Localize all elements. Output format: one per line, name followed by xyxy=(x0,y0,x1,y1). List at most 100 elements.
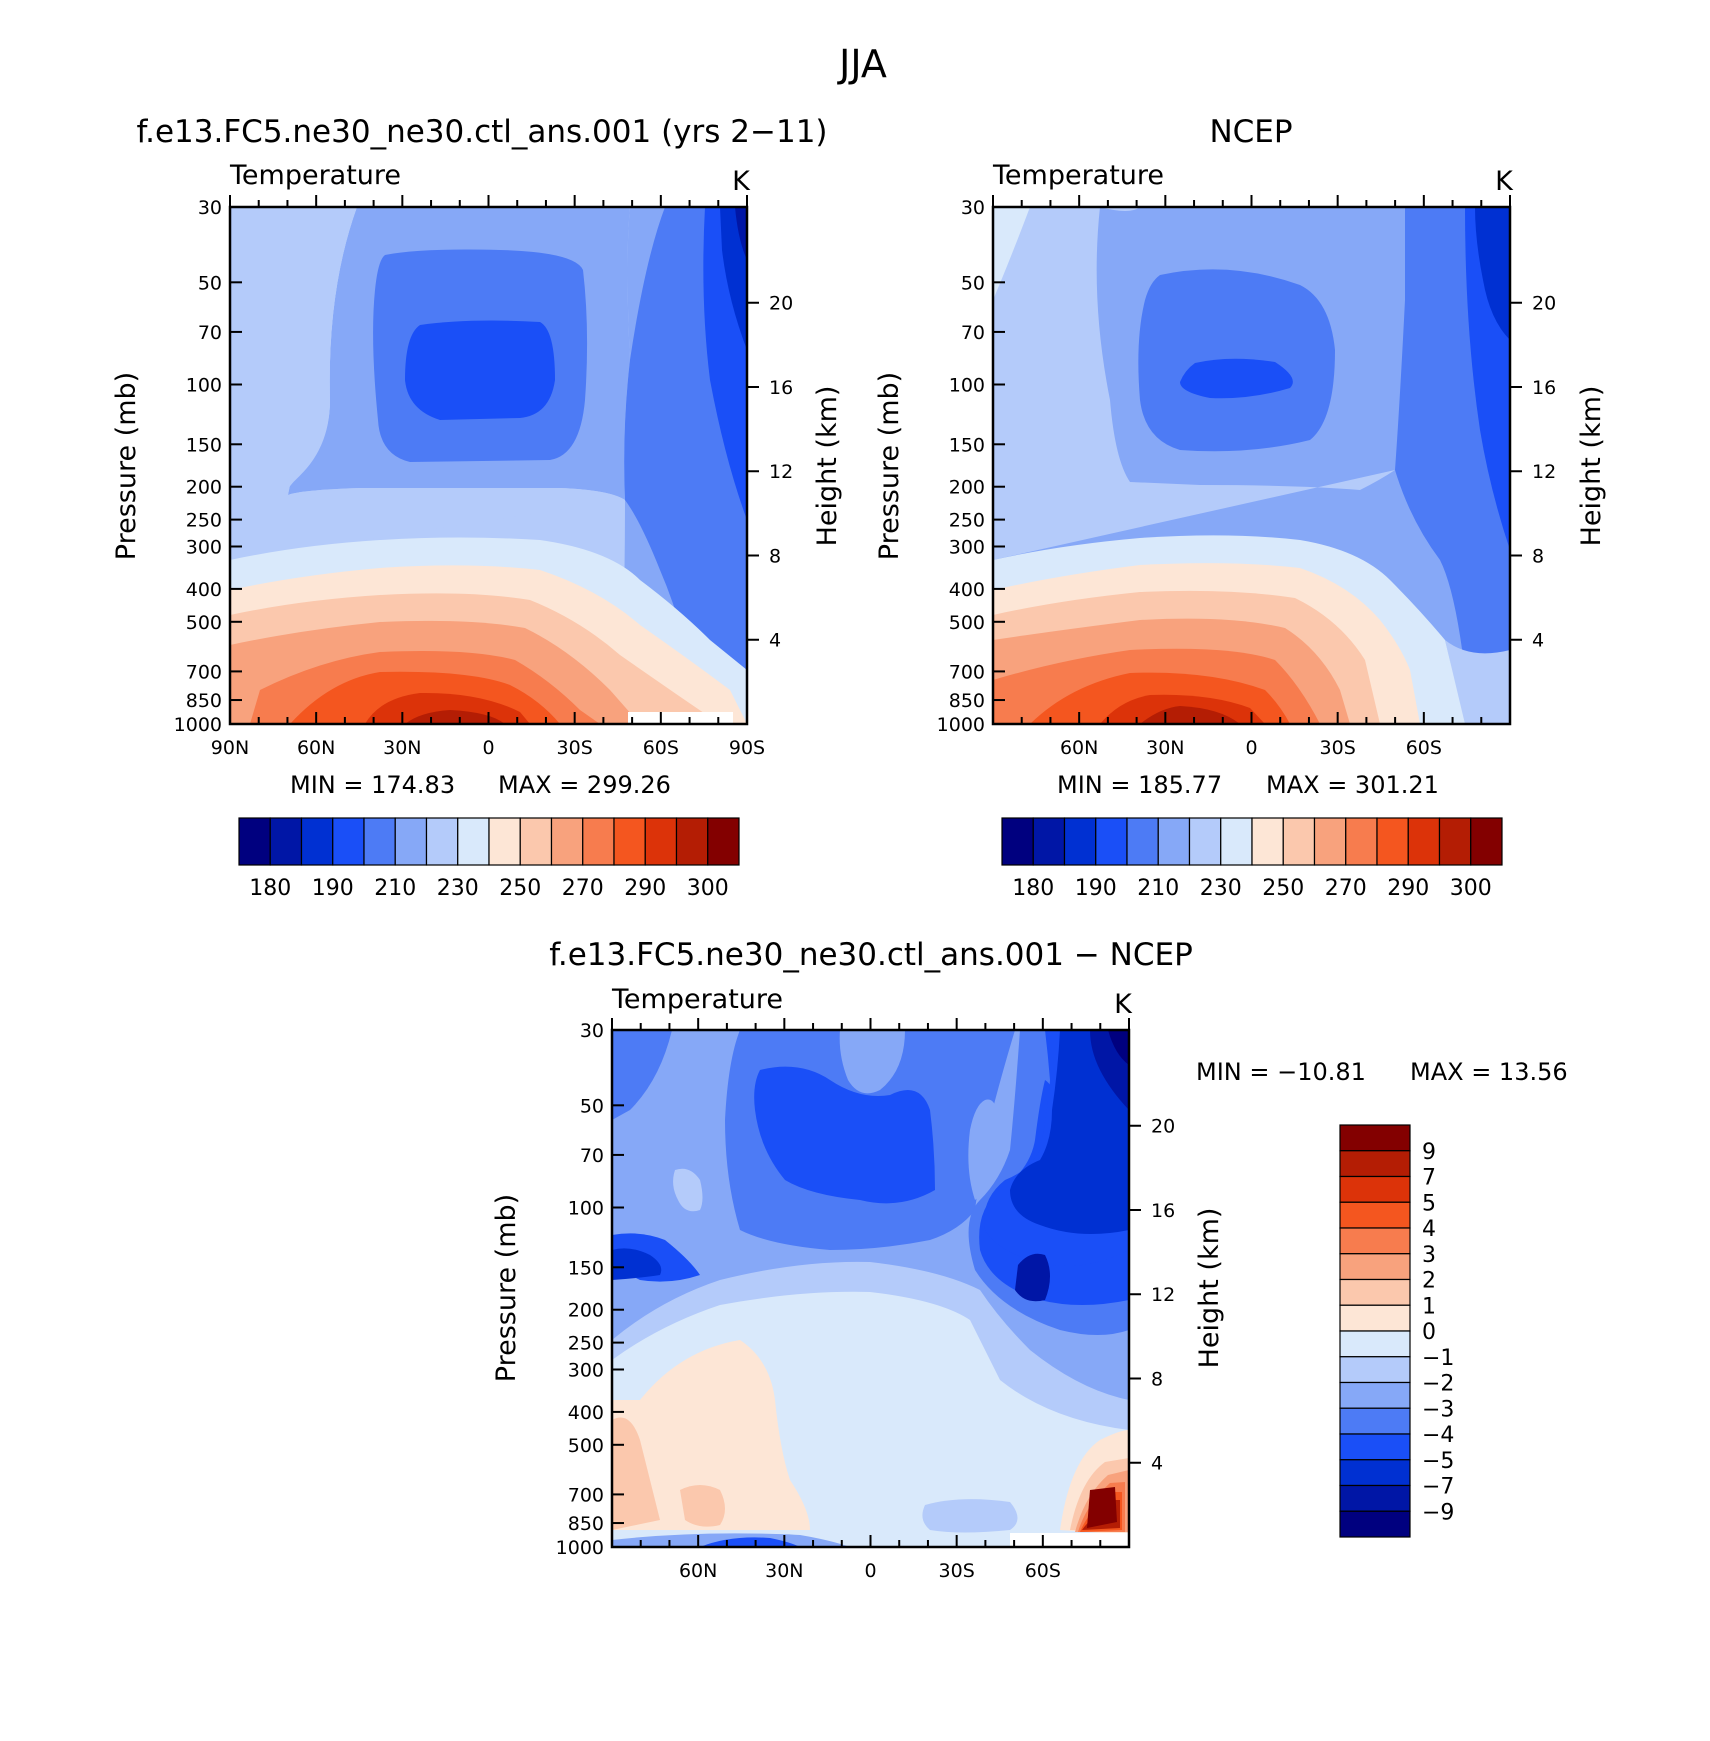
panel-diff-variable: Temperature xyxy=(611,984,783,1015)
colorbar-swatch xyxy=(1339,1227,1411,1255)
lat-tick-label: 60S xyxy=(643,737,679,759)
pressure-tick-label: 150 xyxy=(949,434,985,456)
pressure-tick-label: 400 xyxy=(186,579,222,601)
model-band-230-top xyxy=(230,207,357,560)
colorbar-swatch xyxy=(1126,817,1159,866)
panel-ncep-variable: Temperature xyxy=(992,160,1164,191)
model-band-200-core xyxy=(405,320,555,420)
height-tick-label: 4 xyxy=(1151,1453,1163,1475)
panel-model-units: K xyxy=(732,166,751,197)
colorbar-swatch xyxy=(1339,1510,1411,1538)
ncep-band-200-core xyxy=(1180,358,1293,399)
diff-band-m10-corner xyxy=(1108,1030,1129,1065)
pressure-tick-label: 400 xyxy=(568,1402,604,1424)
panel-ncep-field xyxy=(993,207,1510,724)
height-tick-label: 16 xyxy=(1532,377,1556,399)
panel-diff-units: K xyxy=(1114,989,1133,1020)
pressure-tick-label: 30 xyxy=(961,197,985,219)
colorbar-swatch xyxy=(488,817,521,866)
pressure-tick-label: 50 xyxy=(198,272,222,294)
ncep-band-240-corner xyxy=(993,207,1030,300)
colorbar-label: 290 xyxy=(1387,876,1429,901)
pressure-tick-label: 250 xyxy=(186,510,222,532)
colorbar-swatch xyxy=(1339,1278,1411,1306)
colorbar-label: 180 xyxy=(249,876,291,901)
colorbar-swatch xyxy=(1339,1150,1411,1178)
panel-ncep-ylabel: Pressure (mb) xyxy=(874,372,905,560)
colorbar-swatch xyxy=(1339,1407,1411,1435)
lat-tick-label: 30N xyxy=(765,1560,803,1582)
panel-model-field xyxy=(230,207,747,724)
diff-band-m5-upper xyxy=(754,1066,935,1204)
pressure-tick-label: 500 xyxy=(186,612,222,634)
colorbar-swatch xyxy=(269,817,303,866)
colorbar-label: 190 xyxy=(1075,876,1117,901)
colorbar-swatch xyxy=(1339,1330,1411,1358)
height-tick-label: 16 xyxy=(769,377,793,399)
lat-tick-label: 30N xyxy=(1146,737,1184,759)
pressure-tick-label: 100 xyxy=(186,375,222,397)
pressure-tick-label: 300 xyxy=(568,1359,604,1381)
pressure-tick-label: 150 xyxy=(186,434,222,456)
diff-band-m3-hole xyxy=(839,1030,905,1094)
pressure-tick-label: 700 xyxy=(186,661,222,683)
lat-tick-label: 30S xyxy=(939,1560,975,1582)
colorbar-swatch xyxy=(394,817,428,866)
panel-model-min: MIN = 174.83 xyxy=(290,771,455,799)
colorbar-label: 180 xyxy=(1012,876,1054,901)
colorbar-label: −9 xyxy=(1422,1500,1454,1525)
lat-tick-label: 90N xyxy=(211,737,249,759)
pressure-tick-label: 200 xyxy=(949,477,985,499)
pressure-tick-label: 200 xyxy=(568,1300,604,1322)
pressure-tick-label: 850 xyxy=(186,690,222,712)
colorbar-label: 190 xyxy=(312,876,354,901)
pressure-tick-label: 30 xyxy=(198,197,222,219)
colorbar-swatch xyxy=(675,817,709,866)
pressure-tick-label: 50 xyxy=(961,272,985,294)
colorbar-swatch xyxy=(1339,1175,1411,1203)
colorbar-label: −4 xyxy=(1422,1423,1454,1448)
panel-model-max: MAX = 299.26 xyxy=(498,771,671,799)
colorbar-swatch xyxy=(613,817,646,866)
colorbar-swatch xyxy=(1188,817,1222,866)
colorbar-label: 230 xyxy=(1200,876,1242,901)
lat-tick-label: 60S xyxy=(1406,737,1442,759)
colorbar-label: 210 xyxy=(1137,876,1179,901)
height-tick-label: 12 xyxy=(1151,1284,1175,1306)
colorbar-swatch xyxy=(1063,817,1097,866)
colorbar-swatch xyxy=(1407,817,1441,866)
colorbar-label: 210 xyxy=(374,876,416,901)
colorbar-label: 250 xyxy=(1262,876,1304,901)
colorbar-swatch xyxy=(1220,817,1253,866)
pressure-tick-label: 300 xyxy=(186,536,222,558)
lat-tick-label: 0 xyxy=(1245,737,1257,759)
panel-diff-title: f.e13.FC5.ne30_ne30.ctl_ans.001 − NCEP xyxy=(549,937,1193,973)
panel-model-colorbar: 180 190 210 230 250 270 290 300 xyxy=(238,817,740,901)
height-tick-label: 12 xyxy=(1532,461,1556,483)
lat-tick-label: 60N xyxy=(1060,737,1098,759)
height-tick-label: 16 xyxy=(1151,1200,1175,1222)
colorbar-swatch xyxy=(1032,817,1066,866)
panel-diff-max: MAX = 13.56 xyxy=(1410,1058,1568,1086)
pressure-tick-label: 200 xyxy=(186,477,222,499)
colorbar-label: 230 xyxy=(437,876,479,901)
colorbar-label: 9 xyxy=(1422,1140,1436,1165)
colorbar-label: 7 xyxy=(1422,1166,1436,1191)
diff-band-m7-nh xyxy=(612,1248,662,1280)
colorbar-swatch xyxy=(1339,1304,1411,1332)
colorbar-swatch xyxy=(332,817,365,866)
colorbar-swatch xyxy=(1282,817,1316,866)
colorbar-label: 270 xyxy=(562,876,604,901)
diff-band-p9-sh xyxy=(1087,1487,1117,1528)
pressure-tick-label: 70 xyxy=(961,322,985,344)
height-tick-label: 20 xyxy=(1151,1116,1175,1138)
lat-tick-label: 90S xyxy=(729,737,765,759)
colorbar-swatch xyxy=(1339,1253,1411,1281)
colorbar-swatch xyxy=(1157,817,1191,866)
colorbar-swatch xyxy=(1470,817,1503,866)
lat-tick-label: 30S xyxy=(557,737,593,759)
